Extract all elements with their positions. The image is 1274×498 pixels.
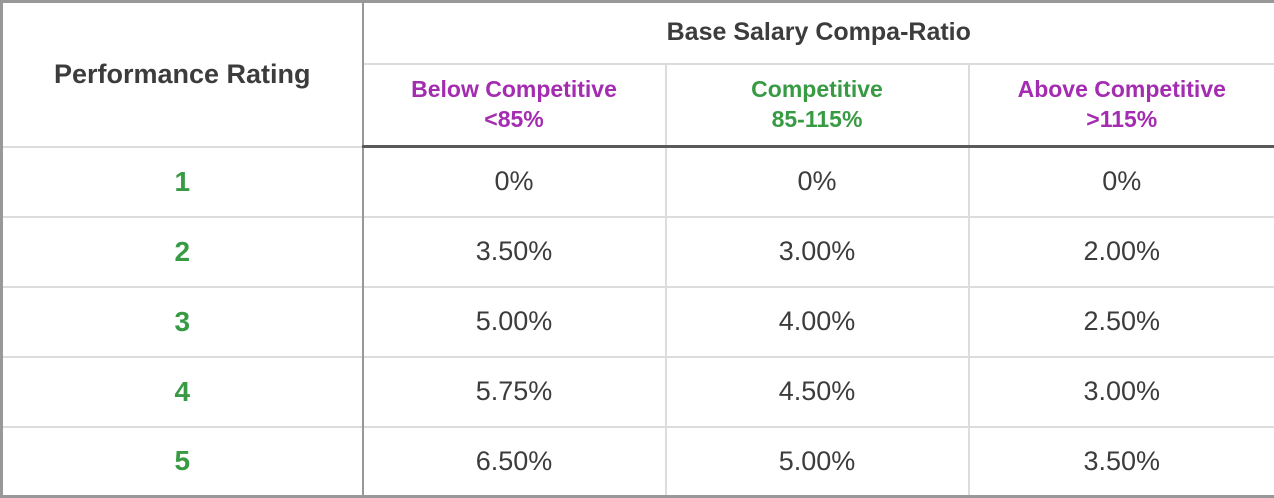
column-header-range: >115%: [970, 105, 1274, 135]
value-cell: 0%: [969, 147, 1274, 217]
value-cell: 3.50%: [363, 217, 666, 287]
column-header-competitive: Competitive 85-115%: [666, 64, 969, 147]
value-cell: 5.00%: [666, 427, 969, 497]
value-cell: 4.00%: [666, 287, 969, 357]
value-cell: 6.50%: [363, 427, 666, 497]
rating-cell: 5: [2, 427, 363, 497]
value-cell: 3.00%: [666, 217, 969, 287]
group-header-row: Performance Rating Base Salary Compa-Rat…: [2, 2, 1274, 64]
column-header-label: Below Competitive: [364, 75, 665, 105]
value-cell: 3.50%: [969, 427, 1274, 497]
column-header-range: <85%: [364, 105, 665, 135]
value-cell: 2.50%: [969, 287, 1274, 357]
value-cell: 4.50%: [666, 357, 969, 427]
rating-cell: 3: [2, 287, 363, 357]
corner-header-performance-rating: Performance Rating: [2, 2, 363, 147]
column-header-label: Competitive: [667, 75, 968, 105]
column-header-above-competitive: Above Competitive >115%: [969, 64, 1274, 147]
table-row: 3 5.00% 4.00% 2.50%: [2, 287, 1274, 357]
value-cell: 5.75%: [363, 357, 666, 427]
rating-cell: 4: [2, 357, 363, 427]
column-header-label: Above Competitive: [970, 75, 1274, 105]
table-row: 5 6.50% 5.00% 3.50%: [2, 427, 1274, 497]
value-cell: 0%: [363, 147, 666, 217]
value-cell: 3.00%: [969, 357, 1274, 427]
group-header-base-salary-compa-ratio: Base Salary Compa-Ratio: [363, 2, 1274, 64]
rating-cell: 2: [2, 217, 363, 287]
table-row: 4 5.75% 4.50% 3.00%: [2, 357, 1274, 427]
rating-cell: 1: [2, 147, 363, 217]
table-row: 2 3.50% 3.00% 2.00%: [2, 217, 1274, 287]
column-header-range: 85-115%: [667, 105, 968, 135]
column-header-below-competitive: Below Competitive <85%: [363, 64, 666, 147]
table-row: 1 0% 0% 0%: [2, 147, 1274, 217]
value-cell: 2.00%: [969, 217, 1274, 287]
value-cell: 5.00%: [363, 287, 666, 357]
value-cell: 0%: [666, 147, 969, 217]
